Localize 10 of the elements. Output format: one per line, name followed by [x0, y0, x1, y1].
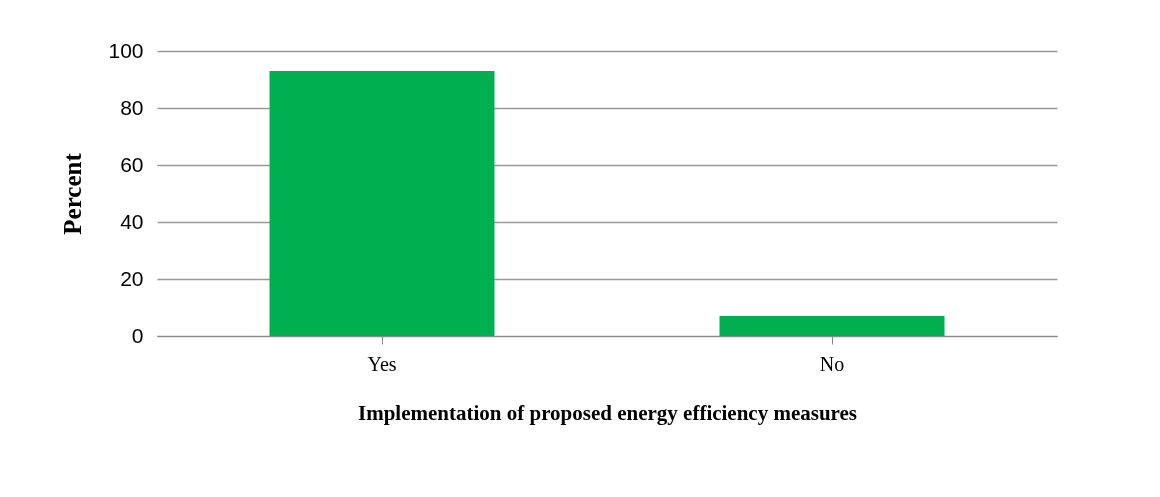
- x-tick-label: Yes: [367, 352, 397, 375]
- y-tick-label: 80: [120, 95, 144, 119]
- y-tick-label: 60: [120, 152, 144, 176]
- x-axis-title: Implementation of proposed energy efficiency measures: [357, 400, 858, 425]
- y-tick-label: 100: [108, 38, 144, 62]
- y-tick-label: 0: [131, 323, 144, 347]
- y-tick-label: 40: [120, 209, 144, 233]
- y-tick-label: 20: [120, 266, 144, 290]
- x-tick-label: No: [819, 352, 845, 375]
- y-axis-title: Percent: [59, 152, 87, 235]
